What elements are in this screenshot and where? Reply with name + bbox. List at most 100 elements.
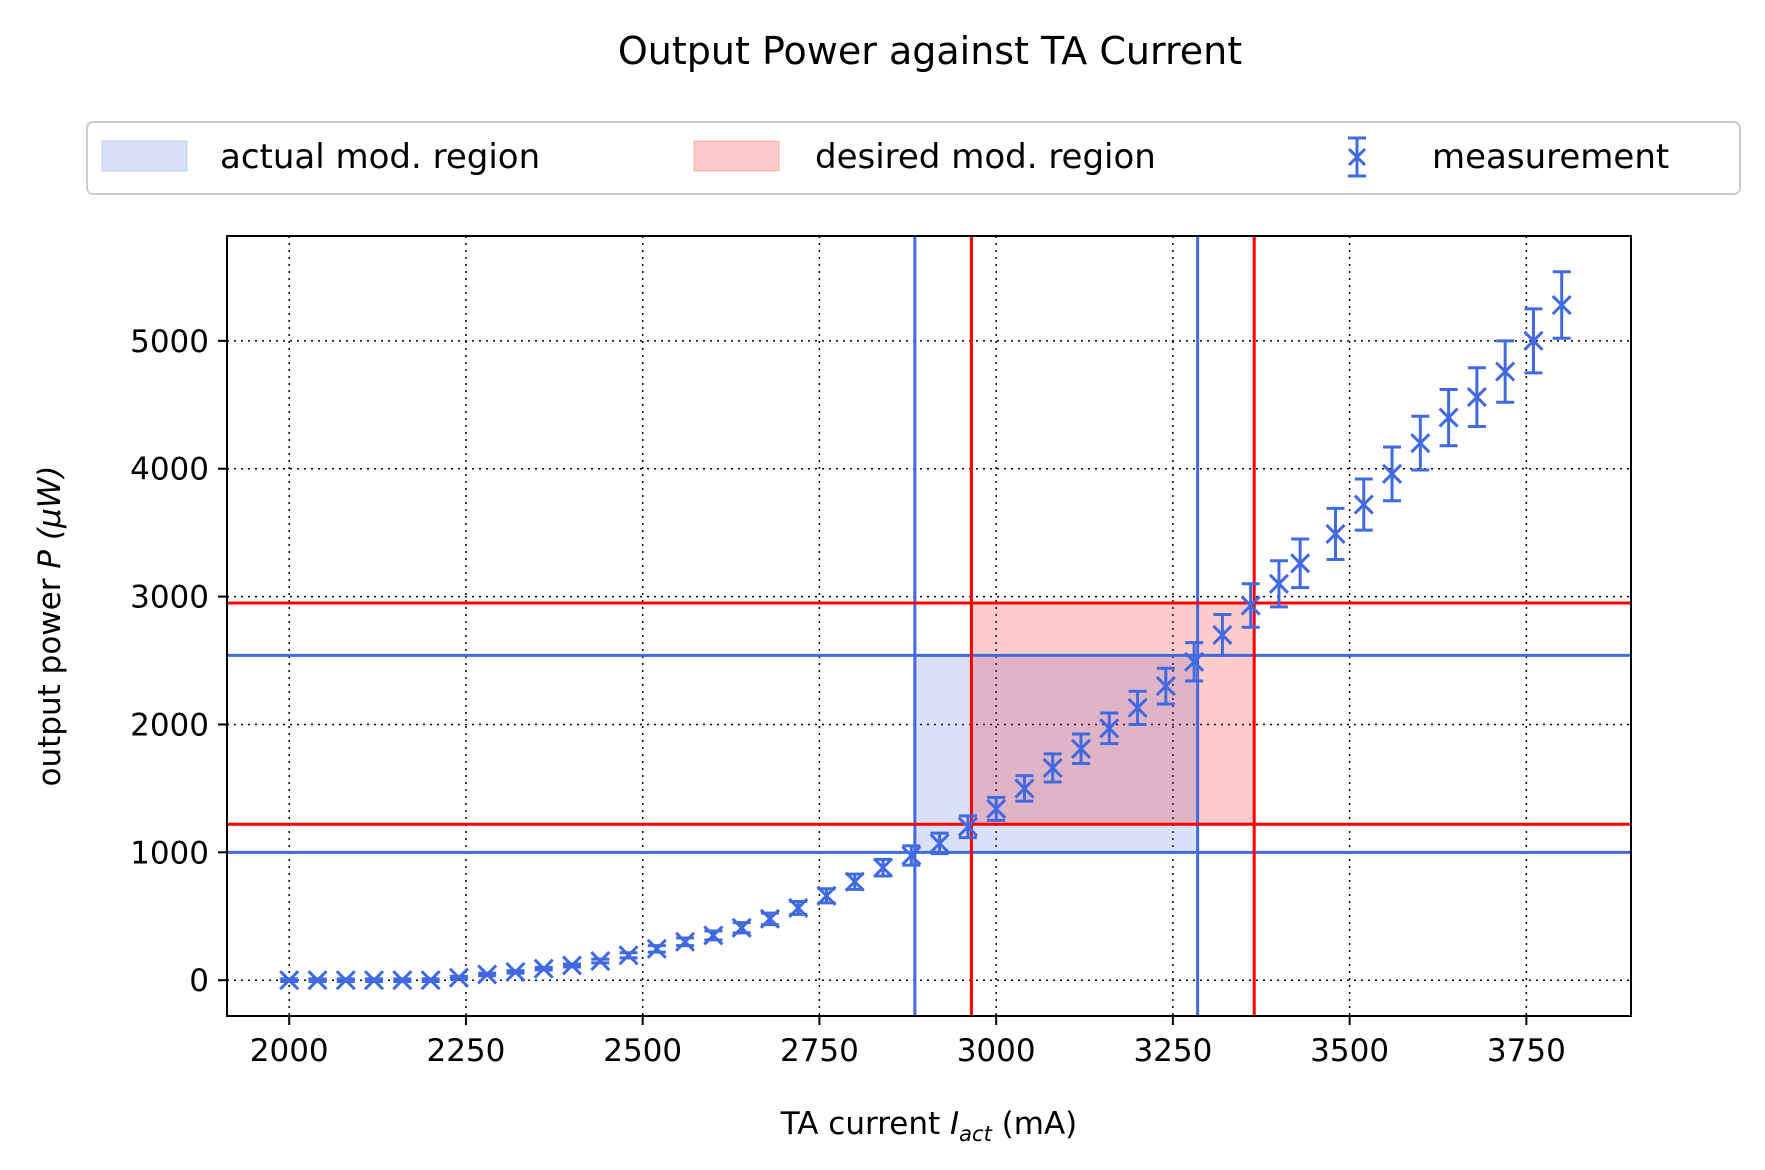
data-point	[929, 831, 950, 856]
x-marker	[957, 816, 978, 837]
y-tick-label: 0	[189, 963, 209, 999]
x-tick-label: 2500	[603, 1033, 682, 1069]
y-tick-label: 5000	[130, 324, 209, 360]
x-marker	[1240, 595, 1261, 616]
x-marker	[1014, 778, 1035, 799]
x-marker	[1155, 676, 1176, 697]
x-marker	[731, 917, 752, 938]
data-point	[279, 970, 300, 991]
data-point	[646, 938, 667, 959]
x-marker	[759, 908, 780, 929]
data-point	[1325, 506, 1346, 562]
data-point	[759, 908, 780, 929]
plot-frame	[226, 235, 1632, 1017]
data-point	[1410, 414, 1431, 472]
y-axis-title: output power P (μW)	[32, 466, 68, 787]
x-marker	[1042, 757, 1063, 778]
data-point	[1551, 270, 1572, 340]
x-marker	[279, 970, 300, 991]
legend-label-desired: desired mod. region	[815, 137, 1156, 177]
data-point	[1212, 612, 1233, 657]
x-tick-label: 2000	[250, 1033, 329, 1069]
x-marker	[533, 958, 554, 979]
x-marker	[618, 945, 639, 966]
x-marker	[986, 798, 1007, 819]
x-marker	[788, 897, 809, 919]
y-tick-label: 1000	[130, 835, 209, 871]
data-point	[420, 970, 441, 991]
y-axis: 0 1000 2000 3000 4000 5000	[130, 324, 227, 999]
data-point	[307, 970, 328, 991]
data-point	[1290, 537, 1311, 590]
legend: actual mod. region desired mod. region m…	[86, 121, 1741, 195]
data-point	[1155, 666, 1176, 706]
x-marker	[420, 970, 441, 991]
data-point	[505, 961, 526, 982]
x-tick-label: 2750	[780, 1033, 859, 1069]
x-marker	[646, 938, 667, 959]
x-axis-title: TA current Iact (mA)	[780, 1106, 1078, 1146]
data-point	[1268, 559, 1290, 609]
x-marker	[1184, 651, 1205, 672]
x-tick-label: 3500	[1310, 1033, 1389, 1069]
x-marker	[1495, 361, 1516, 382]
data-point	[1099, 711, 1120, 746]
x-axis: 2000 2250 2500 2750 3000 3250 3500 3750	[250, 1016, 1566, 1069]
data-point	[703, 925, 724, 946]
data-point	[561, 955, 583, 976]
x-marker	[1551, 294, 1572, 316]
x-marker	[844, 871, 865, 892]
data-point	[363, 970, 385, 991]
x-marker	[1381, 463, 1403, 484]
legend-swatch-desired	[693, 140, 780, 172]
data-point	[1184, 641, 1205, 683]
data-point	[788, 897, 809, 919]
data-point	[590, 950, 611, 972]
x-marker	[703, 925, 724, 946]
legend-frame	[86, 121, 1741, 195]
legend-label-actual: actual mod. region	[220, 137, 540, 177]
y-tick-label: 2000	[130, 707, 209, 743]
x-marker	[1523, 330, 1544, 351]
measurement-series	[279, 270, 1572, 991]
x-tick-label: 2250	[426, 1033, 505, 1069]
x-marker	[872, 857, 894, 878]
legend-swatch-measurement	[1347, 136, 1367, 178]
x-marker	[1325, 523, 1346, 544]
x-marker	[1268, 573, 1290, 594]
x-marker	[505, 961, 526, 982]
data-point	[844, 871, 865, 892]
x-marker	[816, 885, 837, 906]
data-point	[448, 967, 469, 988]
legend-swatch-actual	[101, 140, 188, 172]
data-point	[1438, 387, 1459, 448]
x-marker	[363, 970, 385, 991]
data-point	[618, 945, 639, 966]
data-point	[675, 931, 696, 952]
x-marker	[1212, 624, 1233, 646]
data-point	[1127, 689, 1148, 726]
x-marker	[1466, 387, 1487, 408]
x-tick-label: 3750	[1487, 1033, 1566, 1069]
x-marker	[1438, 407, 1459, 428]
data-point	[335, 970, 356, 991]
data-point	[901, 844, 922, 867]
x-tick-label: 3000	[957, 1033, 1036, 1069]
x-marker	[1070, 738, 1092, 759]
x-marker	[675, 931, 696, 952]
x-marker	[590, 950, 611, 972]
x-marker	[1353, 494, 1374, 515]
data-point	[957, 814, 978, 840]
data-point	[872, 857, 894, 878]
data-point	[1353, 477, 1374, 532]
x-marker	[1127, 697, 1148, 718]
data-point	[392, 970, 413, 991]
data-point	[1381, 445, 1403, 503]
chart-title: Output Power against TA Current	[618, 29, 1242, 73]
x-marker	[448, 967, 469, 988]
y-tick-label: 3000	[130, 580, 209, 616]
x-tick-label: 3250	[1133, 1033, 1212, 1069]
data-point	[1466, 366, 1487, 429]
y-tick-label: 4000	[130, 452, 209, 488]
